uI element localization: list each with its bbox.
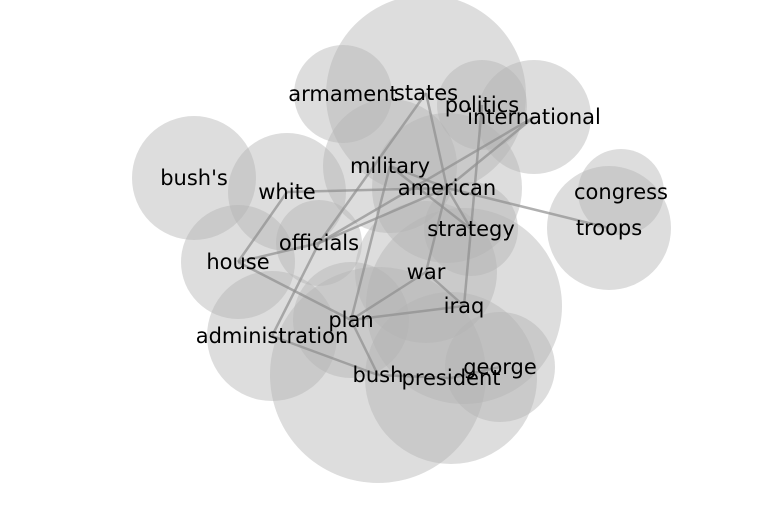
edge-plan-iraq [350,304,465,322]
edge-president-george [450,365,501,380]
edge-house-officials [237,241,320,264]
node-label-politics: politics [445,93,519,117]
node-label-international: international [467,105,601,129]
edge-military-plan [349,165,392,321]
edge-layer [236,92,610,380]
node-label-administration: administration [196,324,349,348]
edge-american-military [389,164,448,190]
edge-plan-bush [349,319,380,376]
node-label-strategy: strategy [427,217,515,241]
node-label-white: white [258,180,315,204]
bubble-congress [578,149,664,235]
node-label-american: american [398,176,496,200]
edge-american-strategy [445,187,473,230]
edge-american-officials [318,186,448,245]
node-label-officials: officials [279,231,359,255]
edge-strategy-iraq [462,228,473,307]
label-layer: armament states politics international b… [160,81,668,390]
edge-white-house [236,191,289,263]
node-label-iraq: iraq [444,294,485,318]
edge-american-war [424,187,449,273]
node-label-troops: troops [576,216,642,240]
bubble-bushs [132,116,256,240]
node-label-states: states [394,81,458,105]
edge-bush-president [377,373,452,380]
edge-officials-administration [270,242,321,337]
node-label-bush: bush [353,363,404,387]
edge-politics-strategy [469,104,484,230]
node-label-war: war [407,260,446,284]
edge-states-officials [317,92,428,244]
node-label-george: george [463,355,537,379]
bubble-armament [294,45,392,143]
node-label-president: president [402,366,501,390]
node-label-bushs: bush's [160,166,228,190]
edge-administration-bush [271,334,379,377]
node-label-house: house [206,250,269,274]
edge-military-strategy [389,165,472,230]
edge-international-officials [318,115,535,245]
node-label-congress: congress [574,180,668,204]
bubble-layer [132,0,671,483]
node-label-armament: armament [288,82,397,106]
node-label-military: military [350,154,430,178]
edge-american-international [446,116,535,189]
edge-war-iraq [425,271,465,307]
edge-american-states [424,92,449,189]
edge-war-plan [350,270,427,322]
node-label-plan: plan [328,308,373,332]
